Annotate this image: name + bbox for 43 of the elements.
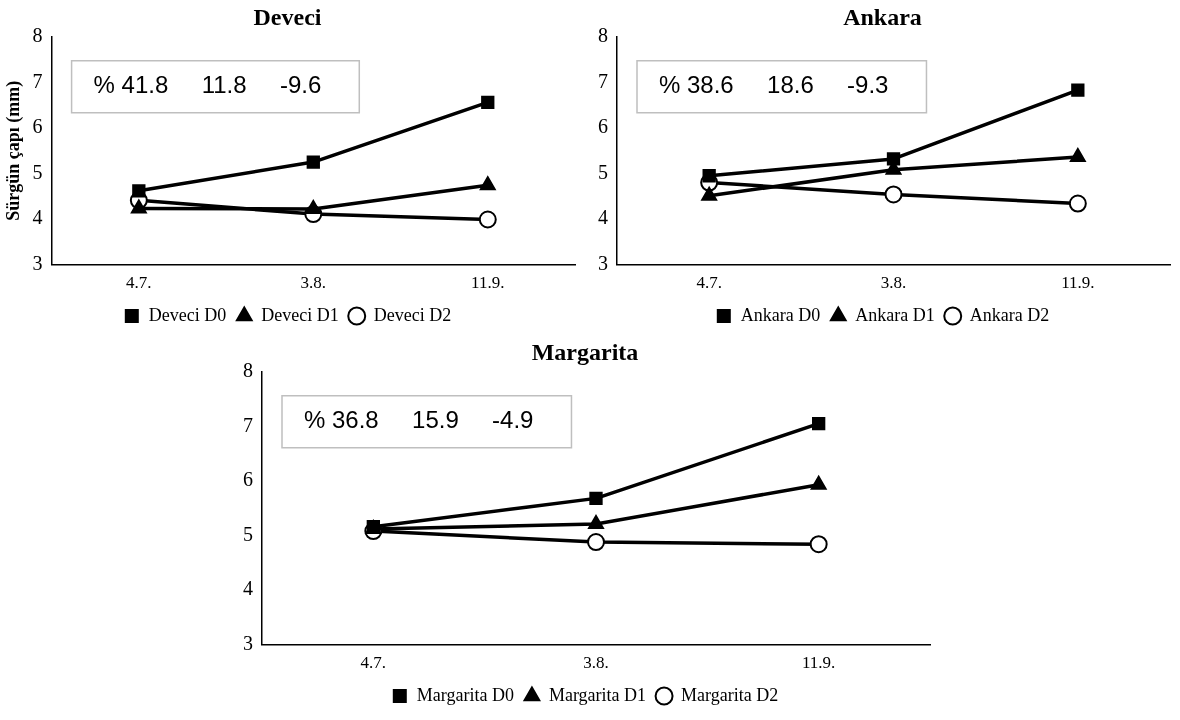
legend-label: Ankara D0 (740, 304, 821, 325)
y-tick-label: 5 (243, 522, 253, 545)
x-tick-label: 3.8. (300, 273, 327, 293)
chart-title: Margarita (531, 338, 639, 365)
y-tick-label: 8 (598, 24, 608, 47)
y-tick-label: 6 (32, 115, 43, 138)
y-tick-label: 5 (32, 160, 43, 183)
x-tick-label: 4.7. (360, 653, 387, 673)
y-tick-label: 3 (32, 251, 43, 274)
y-tick-label: 4 (243, 577, 253, 600)
x-tick-label: 11.9. (471, 273, 505, 293)
legend-label: Margarita D1 (548, 684, 647, 705)
legend-label: Margarita D0 (416, 684, 514, 705)
y-tick-label: 4 (32, 206, 43, 229)
legend-label: Deveci D0 (148, 304, 227, 325)
legend-label: Ankara D1 (855, 304, 935, 325)
y-tick-label: 7 (243, 413, 253, 436)
y-tick-label: 4 (598, 206, 608, 229)
y-tick-label: 3 (243, 631, 253, 654)
y-axis-title: Sürgün çapı (mm) (3, 80, 25, 221)
x-tick-label: 3.8. (583, 653, 609, 673)
y-tick-label: 5 (598, 160, 608, 183)
legend-label: Ankara D2 (969, 304, 1050, 325)
y-tick-label: 8 (243, 359, 253, 382)
annotation: % 36.8 15.9 -4.9 (304, 406, 534, 434)
y-tick-label: 7 (598, 69, 608, 92)
y-tick-label: 3 (598, 251, 608, 274)
x-tick-label: 11.9. (1061, 273, 1095, 293)
chart-title: Deveci (253, 3, 322, 30)
legend-label: Deveci D1 (261, 304, 339, 325)
y-tick-label: 6 (598, 115, 608, 138)
annotation: % 41.8 11.8 -9.6 (93, 71, 322, 99)
legend-label: Margarita D2 (681, 684, 779, 705)
legend-label: Deveci D2 (373, 304, 452, 325)
y-tick-label: 7 (32, 69, 43, 92)
x-tick-label: 4.7. (126, 273, 152, 293)
x-tick-label: 11.9. (801, 653, 836, 673)
chart-title: Ankara (843, 3, 922, 30)
x-tick-label: 3.8. (880, 273, 907, 293)
x-tick-label: 4.7. (696, 273, 722, 293)
annotation: % 38.6 18.6 -9.3 (659, 71, 889, 99)
y-tick-label: 8 (32, 24, 43, 47)
y-tick-label: 6 (243, 468, 253, 491)
